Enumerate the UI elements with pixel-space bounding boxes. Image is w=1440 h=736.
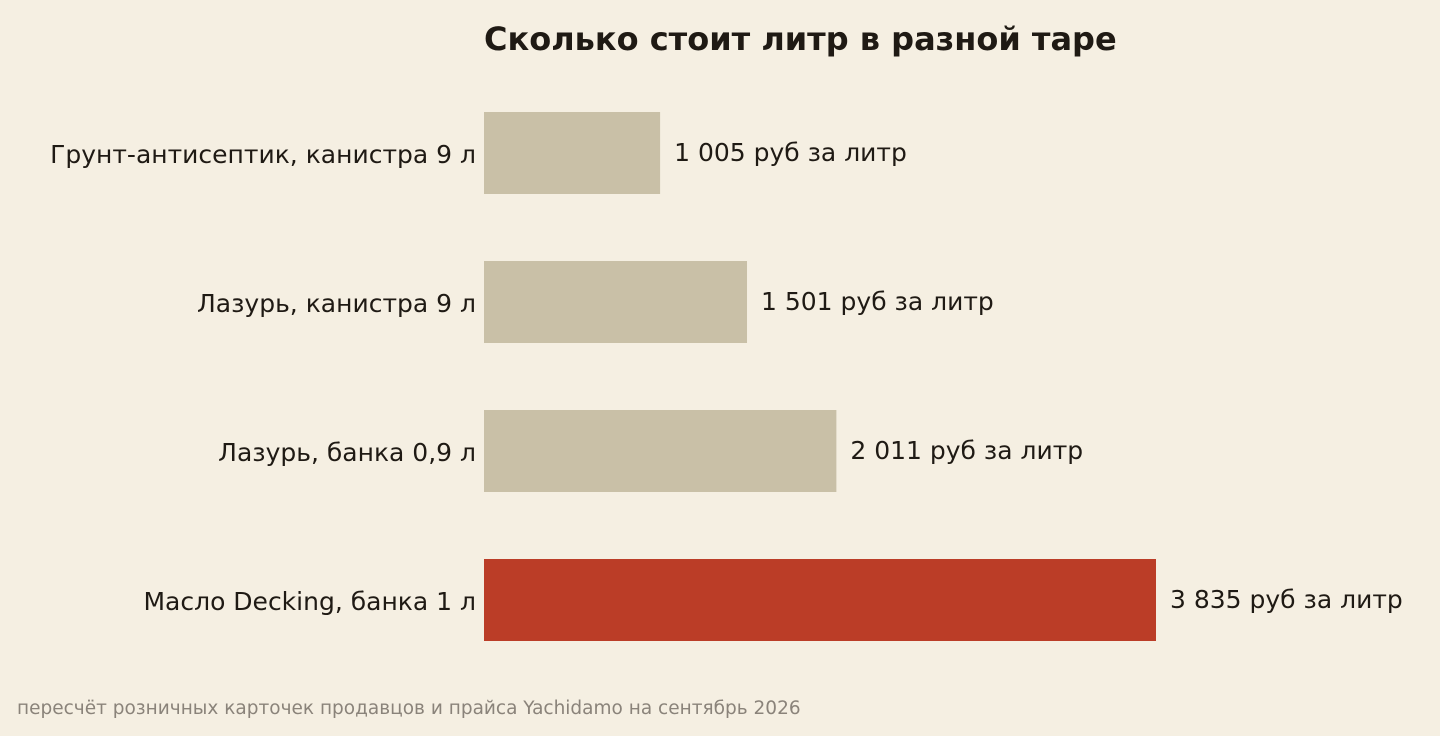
value-label: 2 011 руб за литр bbox=[850, 436, 1083, 465]
source-note: пересчёт розничных карточек продавцов и … bbox=[17, 698, 801, 719]
category-label: Грунт-антисептик, канистра 9 л bbox=[50, 140, 476, 169]
category-label: Масло Decking, банка 1 л bbox=[143, 587, 476, 616]
category-label: Лазурь, банка 0,9 л bbox=[218, 438, 476, 467]
bar-3 bbox=[484, 410, 837, 492]
bar-2 bbox=[484, 261, 748, 343]
bar-1 bbox=[484, 112, 661, 194]
bars-group: Грунт-антисептик, канистра 9 л 1 005 руб … bbox=[50, 112, 1403, 641]
value-label: 1 501 руб за литр bbox=[761, 287, 994, 316]
category-label: Лазурь, канистра 9 л bbox=[197, 289, 476, 318]
bar-4 bbox=[484, 559, 1156, 641]
value-label: 3 835 руб за литр bbox=[1170, 585, 1403, 614]
chart-title: Сколько стоит литр в разной таре bbox=[484, 20, 1117, 58]
value-label: 1 005 руб за литр bbox=[674, 138, 907, 167]
